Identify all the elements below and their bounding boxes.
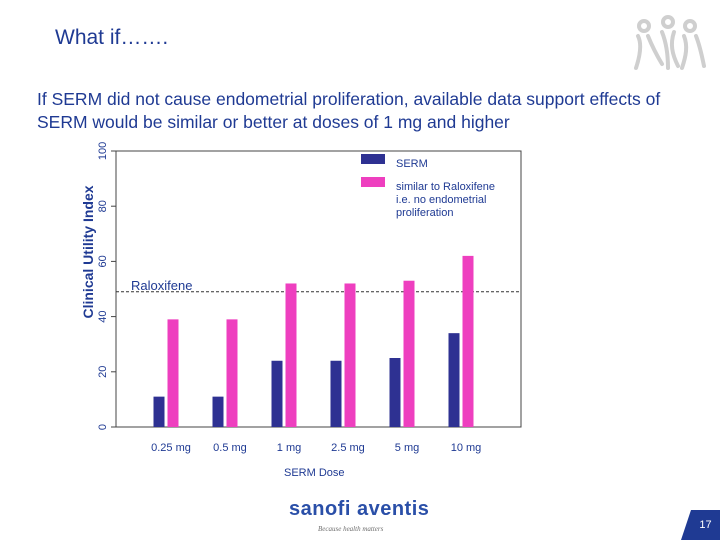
y-tick-label: 40 <box>97 310 109 322</box>
y-tick-label: 20 <box>97 366 109 378</box>
bar-similar-to-raloxifene <box>403 280 415 427</box>
bar-similar-to-raloxifene <box>167 319 179 427</box>
x-axis-label: SERM Dose <box>284 467 345 479</box>
y-tick-label: 0 <box>97 424 109 430</box>
bar-similar-to-raloxifene <box>285 283 297 427</box>
company-logo-icon <box>634 15 706 70</box>
page-number: 17 <box>681 510 720 540</box>
bar-serm <box>330 360 342 427</box>
brand-logo: sanofi aventis <box>289 498 430 520</box>
bar-serm <box>389 358 401 427</box>
bar-similar-to-raloxifene <box>344 283 356 427</box>
x-tick-label: 2.5 mg <box>331 442 365 454</box>
plot-frame <box>115 150 522 428</box>
x-tick-label: 0.5 mg <box>213 442 247 454</box>
bar-serm <box>271 360 283 427</box>
bar-serm <box>448 333 460 427</box>
bar-similar-to-raloxifene <box>462 255 474 427</box>
x-tick-label: 5 mg <box>395 442 419 454</box>
slide-title: What if……. <box>55 26 169 49</box>
brand-tagline: Because health matters <box>318 525 384 533</box>
legend-label-similar: similar to Raloxifene i.e. no endometrial… <box>396 181 495 219</box>
reference-line-label: Raloxifene <box>131 278 192 293</box>
slide-subtitle: If SERM did not cause endometrial prolif… <box>37 89 661 132</box>
legend-label-serm: SERM <box>396 158 428 170</box>
bar-serm <box>212 396 224 427</box>
x-tick-label: 10 mg <box>451 442 482 454</box>
bar-serm <box>153 396 165 427</box>
legend-swatch-serm <box>361 154 385 164</box>
y-tick-label: 100 <box>97 142 109 160</box>
legend-swatch-similar <box>361 177 385 187</box>
y-tick-label: 60 <box>97 255 109 267</box>
bar-similar-to-raloxifene <box>226 319 238 427</box>
x-tick-label: 1 mg <box>277 442 301 454</box>
x-tick-label: 0.25 mg <box>151 442 191 454</box>
y-tick-label: 80 <box>97 200 109 212</box>
